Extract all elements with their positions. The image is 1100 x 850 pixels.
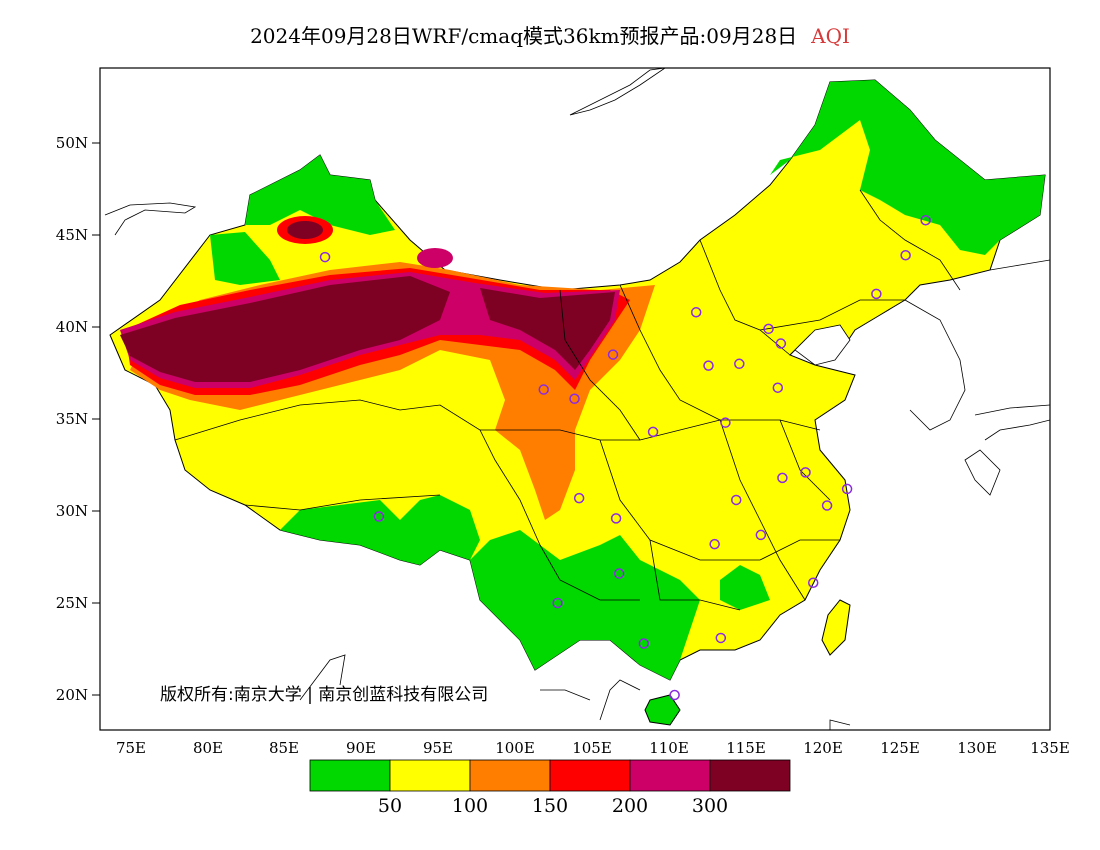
legend-swatch [469,759,551,792]
bohai-sea [794,324,851,366]
neighbor-coastlines [104,68,1050,730]
tibet-green-region [280,495,480,565]
station-marker [647,426,659,438]
legend-label: 150 [532,795,568,817]
legend-swatch [709,759,791,792]
lon-label: 105E [572,739,612,757]
title-variable: AQI [811,24,850,48]
station-marker [763,323,774,335]
lon-label: 130E [957,739,997,757]
legend-swatch [549,759,631,792]
station-marker [690,307,702,318]
lat-label: 50N [56,134,88,152]
lat-label: 20N [56,686,88,704]
lat-label: 35N [56,410,88,428]
ne-green-region [770,80,1045,255]
station-marker [755,529,767,541]
junggar-hotspot [287,221,323,239]
lon-label: 75E [116,739,146,757]
station-marker [777,472,788,484]
lon-label: 80E [193,739,223,757]
station-marker [638,638,650,649]
station-marker [613,568,625,579]
station-marker [734,358,745,370]
legend-label: 100 [452,795,488,817]
station-marker [573,492,585,504]
station-marker [772,382,784,393]
station-marker [821,500,833,511]
nw-green-region [245,155,395,235]
lat-label: 45N [56,226,88,244]
copyright-notice: 版权所有:南京大学 | 南京创蓝科技有限公司 [160,685,489,705]
station-marker [607,349,619,360]
lon-label: 135E [1030,739,1070,757]
legend-label: 300 [692,795,728,817]
station-marker [775,338,787,349]
station-marker [920,215,931,226]
map-title: 2024年09月28日WRF/cmaq模式36km预报产品:09月28日 AQI [0,20,1100,49]
lon-label: 115E [726,739,766,757]
station-marker [538,384,549,395]
lon-label: 110E [649,739,689,757]
south-green-region [470,530,700,680]
taiwan [821,599,851,656]
lat-axis: 50N 45N 40N 35N 30N 25N 20N [56,134,100,704]
station-marker [807,577,819,589]
lat-label: 40N [56,318,88,336]
lon-label: 100E [495,739,535,757]
map-plot-area [104,68,1050,730]
station-marker [709,538,720,550]
lon-label: 85E [269,739,299,757]
maroon-east [480,288,615,370]
station-marker [730,494,742,506]
station-marker [703,360,714,371]
station-marker [720,417,731,428]
maroon-core [120,276,450,382]
legend-swatch [389,759,471,792]
lon-label: 120E [803,739,843,757]
lon-axis: 75E 80E 85E 90E 95E 100E 105E 110E 115E … [116,739,1070,757]
station-marker [552,597,563,609]
legend-swatch [309,759,391,792]
station-markers [319,215,931,701]
lon-label: 125E [880,739,920,757]
lon-label: 90E [346,739,376,757]
lat-label: 30N [56,502,88,520]
title-main: 2024年09月28日WRF/cmaq模式36km预报产品:09月28日 [250,24,798,48]
legend-label: 200 [612,795,648,817]
se-green-patch [720,565,770,610]
turpan-hotspot [417,248,453,268]
legend-label: 50 [378,795,402,817]
station-marker [841,483,853,495]
lat-label: 25N [56,594,88,612]
lon-label: 95E [423,739,453,757]
plot-frame [99,67,1051,731]
legend-swatch [629,759,711,792]
station-marker [715,632,727,644]
station-marker [871,288,882,300]
station-marker [373,511,385,522]
province-boundaries [174,189,961,611]
station-marker [610,513,622,524]
station-marker [569,393,580,405]
legend: 50 100 150 200 300 [309,759,791,817]
station-marker [319,251,331,263]
station-marker [800,467,811,478]
west-green-region [210,232,280,285]
station-marker [669,689,680,701]
station-marker [900,249,911,261]
